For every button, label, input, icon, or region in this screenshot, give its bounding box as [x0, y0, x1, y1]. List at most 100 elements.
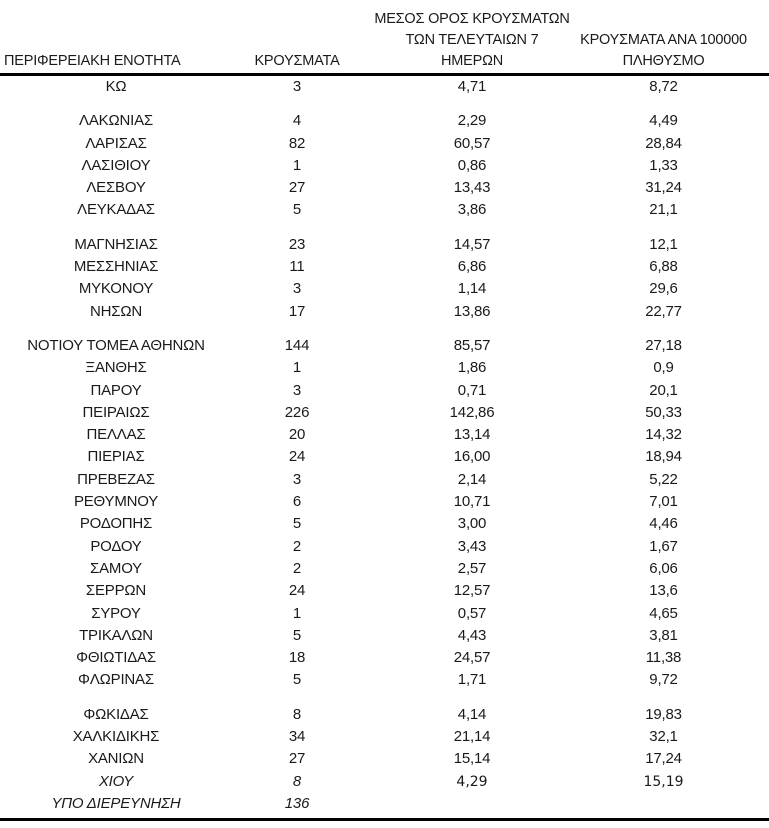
table-row: ΛΕΣΒΟΥ 27 13,43 31,24: [0, 177, 769, 199]
cell-avg7days: 0,71: [457, 381, 487, 399]
cell-region: ΡΟΔΟΥ: [90, 537, 142, 555]
cell-avg7days: 6,86: [457, 258, 487, 276]
cell-region: ΜΥΚΟΝΟΥ: [78, 280, 154, 298]
table-row: ΜΑΓΝΗΣΙΑΣ 23 14,57 12,1: [0, 234, 769, 256]
cell-cases: 5: [292, 626, 302, 644]
cell-cases: 6: [292, 493, 302, 511]
cell-avg7days: 21,14: [453, 728, 491, 746]
cell-avg7days: 4,29: [456, 773, 488, 790]
cell-per100k: 17,24: [645, 750, 682, 768]
cell-per100k: 31,24: [645, 179, 682, 197]
cell-region: ΛΕΥΚΑΔΑΣ: [77, 201, 155, 219]
table-row: ΣΥΡΟΥ 1 0,57 4,65: [0, 603, 769, 625]
cell-cases: 27: [288, 179, 306, 197]
column-header-cases: ΚΡΟΥΣΜΑΤΑ: [254, 53, 340, 69]
cell-avg7days: 60,57: [453, 134, 491, 152]
cell-region: ΚΩ: [105, 78, 127, 95]
cell-per100k: [574, 793, 769, 815]
cell-region: ΠΕΛΛΑΣ: [86, 426, 146, 444]
cell-per100k: 8,72: [649, 78, 678, 95]
table-bottom-rule: [0, 818, 769, 822]
cell-region: ΝΗΣΩΝ: [90, 302, 142, 320]
table-row: ΞΑΝΘΗΣ 1 1,86 0,9: [0, 357, 769, 379]
cell-cases: 3: [292, 78, 302, 95]
cell-region: ΡΕΘΥΜΝΟΥ: [73, 493, 159, 511]
cell-cases: 8: [292, 705, 302, 723]
table-row: ΠΕΙΡΑΙΩΣ 226 142,86 50,33: [0, 402, 769, 424]
cell-region: ΡΟΔΟΠΗΣ: [79, 515, 153, 533]
cell-cases: 23: [288, 235, 306, 253]
cell-avg7days: 0,57: [457, 604, 487, 622]
cell-avg7days: 16,00: [453, 448, 491, 466]
cell-region: ΠΙΕΡΙΑΣ: [87, 448, 145, 466]
cell-region: ΠΑΡΟΥ: [90, 381, 142, 399]
cell-per100k: 5,22: [649, 470, 678, 488]
cell-avg7days: 3,86: [457, 201, 487, 219]
cell-region: ΞΑΝΘΗΣ: [85, 359, 147, 377]
cell-avg7days: 4,71: [457, 78, 487, 95]
table-row: ΦΩΚΙΔΑΣ 8 4,14 19,83: [0, 704, 769, 726]
cell-per100k: 14,32: [645, 426, 682, 444]
cell-region: ΦΘΙΩΤΙΔΑΣ: [76, 649, 156, 667]
table-row: ΠΡΕΒΕΖΑΣ 3 2,14 5,22: [0, 469, 769, 491]
table-row: ΡΟΔΟΠΗΣ 5 3,00 4,46: [0, 513, 769, 535]
cell-per100k: 11,38: [645, 649, 682, 667]
cell-region: ΣΕΡΡΩΝ: [85, 582, 147, 600]
table-row: ΠΙΕΡΙΑΣ 24 16,00 18,94: [0, 446, 769, 468]
cell-per100k: 1,33: [649, 156, 678, 174]
cell-per100k: 9,72: [649, 671, 678, 689]
cell-cases: 82: [288, 134, 306, 152]
table-row: ΤΡΙΚΑΛΩΝ 5 4,43 3,81: [0, 625, 769, 647]
cell-per100k: 3,81: [649, 626, 678, 644]
cell-cases: 8: [292, 772, 302, 790]
cell-avg7days: 14,57: [453, 235, 491, 253]
table-row: ΧΑΝΙΩΝ 27 15,14 17,24: [0, 748, 769, 770]
table-row: ΣΕΡΡΩΝ 24 12,57 13,6: [0, 580, 769, 602]
table-row: ΥΠΟ ΔΙΕΡΕΥΝΗΣΗ 136: [0, 793, 769, 815]
cell-region: ΝΟΤΙΟΥ ΤΟΜΕΑ ΑΘΗΝΩΝ: [27, 336, 205, 354]
cell-cases: 27: [288, 750, 306, 768]
cell-cases: 11: [289, 258, 305, 276]
cell-avg7days: 0,86: [457, 156, 487, 174]
cell-per100k: 1,67: [649, 537, 678, 555]
cell-avg7days: [362, 793, 574, 815]
cell-cases: 3: [292, 280, 302, 298]
cell-per100k: 13,6: [649, 582, 678, 600]
cell-avg7days: 13,43: [453, 179, 491, 197]
cell-cases: 1: [292, 359, 302, 377]
cell-avg7days: 12,57: [453, 582, 491, 600]
table-row: ΝΟΤΙΟΥ ΤΟΜΕΑ ΑΘΗΝΩΝ 144 85,57 27,18: [0, 335, 769, 357]
row-gap: [0, 98, 769, 110]
cell-per100k: 21,1: [649, 201, 678, 219]
row-gap: [0, 222, 769, 234]
cell-avg7days: 24,57: [453, 649, 491, 667]
cell-region: ΠΕΙΡΑΙΩΣ: [82, 403, 150, 421]
cell-cases: 5: [292, 515, 302, 533]
cell-region: ΣΑΜΟΥ: [90, 559, 142, 577]
table-row: ΛΑΚΩΝΙΑΣ 4 2,29 4,49: [0, 110, 769, 132]
table-row: ΦΛΩΡΙΝΑΣ 5 1,71 9,72: [0, 669, 769, 691]
cell-per100k: 32,1: [649, 728, 678, 746]
table-row: ΧΑΛΚΙΔΙΚΗΣ 34 21,14 32,1: [0, 726, 769, 748]
cell-per100k: 20,1: [649, 381, 678, 399]
cell-region: ΛΑΡΙΣΑΣ: [85, 134, 147, 152]
cell-avg7days: 1,86: [457, 359, 487, 377]
table-row: ΜΥΚΟΝΟΥ 3 1,14 29,6: [0, 278, 769, 300]
cell-per100k: 4,49: [649, 112, 678, 130]
cell-region: ΧΑΛΚΙΔΙΚΗΣ: [72, 728, 160, 746]
cell-cases: 3: [292, 470, 302, 488]
table-header-row: ΠΕΡΙΦΕΡΕΙΑΚΗ ΕΝΟΤΗΤΑ ΚΡΟΥΣΜΑΤΑ ΜΕΣΟΣ ΟΡΟ…: [0, 0, 769, 76]
cell-avg7days: 4,43: [457, 626, 487, 644]
cell-avg7days: 3,43: [457, 537, 487, 555]
table-row: ΠΕΛΛΑΣ 20 13,14 14,32: [0, 424, 769, 446]
table-row: ΦΘΙΩΤΙΔΑΣ 18 24,57 11,38: [0, 647, 769, 669]
cell-cases: 24: [288, 448, 306, 466]
cell-avg7days: 13,14: [453, 426, 491, 444]
cell-cases: 5: [292, 201, 302, 219]
table-row: ΜΕΣΣΗΝΙΑΣ 11 6,86 6,88: [0, 256, 769, 278]
column-header-per100k: ΚΡΟΥΣΜΑΤΑ ΑΝΑ 100000 ΠΛΗΘΥΣΜΟ: [580, 32, 747, 69]
cell-region: ΦΩΚΙΔΑΣ: [83, 705, 149, 723]
cell-per100k: 29,6: [649, 280, 678, 298]
row-gap: [0, 692, 769, 704]
cell-region: ΜΑΓΝΗΣΙΑΣ: [74, 235, 158, 253]
